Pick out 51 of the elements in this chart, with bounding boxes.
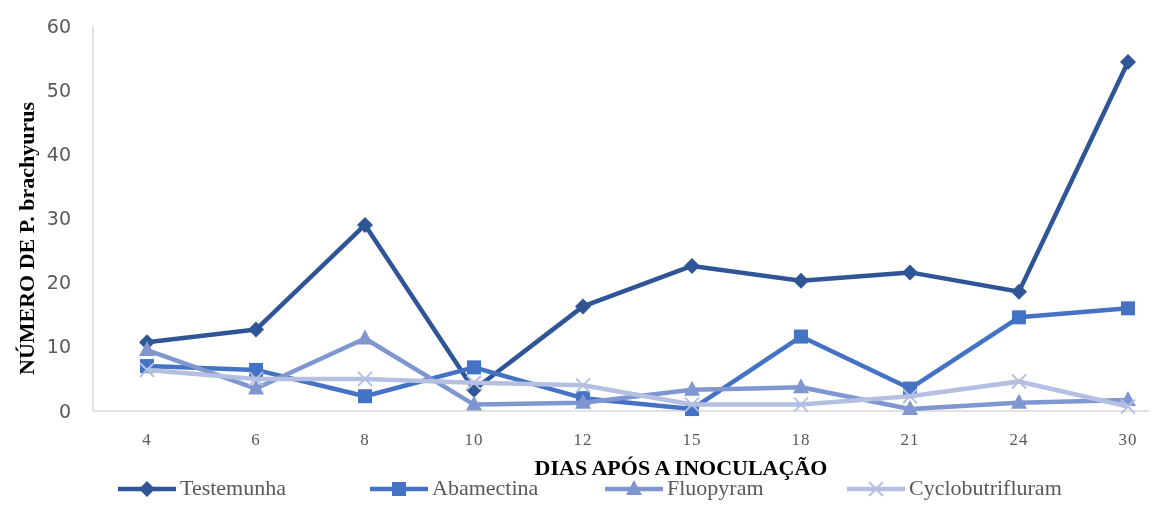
point	[248, 379, 264, 395]
x-tick-label: 30	[1118, 430, 1138, 449]
point	[684, 396, 700, 413]
y-tick-label: 0	[58, 399, 71, 422]
y-tick-label: 60	[46, 14, 71, 37]
legend-label: Testemunha	[180, 475, 287, 500]
point	[466, 374, 482, 391]
y-axis-title: NÚMERO DE P. brachyurus	[14, 101, 39, 375]
point	[466, 395, 482, 411]
x-tick-label: 24	[1009, 430, 1029, 449]
y-tick-label: 10	[46, 335, 71, 358]
point	[684, 380, 700, 396]
x-tick-label: 6	[251, 430, 261, 449]
point	[139, 361, 155, 378]
point	[1121, 301, 1135, 316]
x-tick-label: 18	[791, 430, 811, 449]
point	[357, 216, 373, 233]
y-tick-label: 50	[46, 78, 71, 101]
point	[139, 341, 155, 357]
point	[902, 264, 918, 281]
x-tick-label: 4	[142, 430, 152, 449]
point	[357, 370, 373, 387]
point	[467, 360, 481, 375]
point	[1011, 393, 1027, 409]
point	[248, 370, 264, 387]
point	[902, 400, 918, 416]
point	[575, 377, 591, 394]
legend-label: Cyclobutrifluram	[909, 475, 1062, 500]
y-tick-label: 30	[46, 207, 71, 230]
point	[1120, 53, 1136, 70]
x-tick-label: 8	[360, 430, 370, 449]
point	[1120, 398, 1136, 415]
x-tick-label: 10	[464, 430, 484, 449]
x-tick-label: 15	[682, 430, 702, 449]
point	[248, 321, 264, 338]
point	[793, 272, 809, 289]
y-tick-label: 20	[46, 271, 71, 294]
point	[793, 378, 809, 394]
point	[357, 329, 373, 345]
point	[1011, 283, 1027, 300]
point	[793, 396, 809, 413]
x-tick-label: 21	[900, 430, 920, 449]
point	[794, 329, 808, 344]
point	[575, 298, 591, 315]
point	[1012, 310, 1026, 325]
point	[684, 257, 700, 274]
y-tick-label: 40	[46, 142, 71, 165]
point	[1011, 373, 1027, 390]
point	[358, 389, 372, 404]
point	[902, 388, 918, 405]
x-tick-label: 12	[573, 430, 593, 449]
